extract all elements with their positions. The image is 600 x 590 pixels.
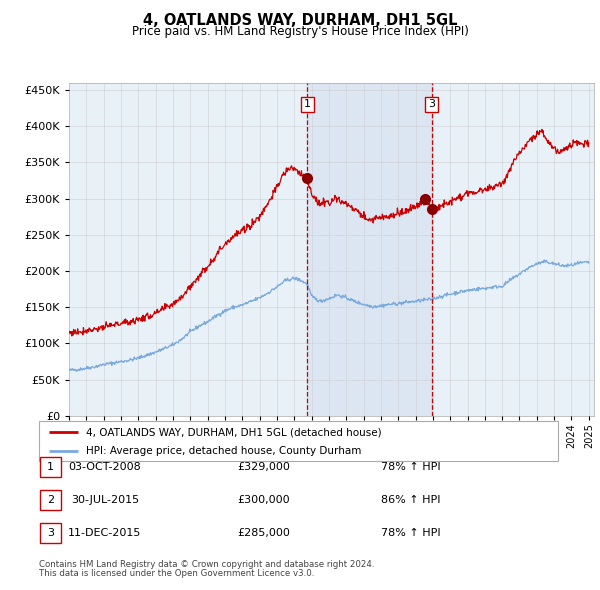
Text: £300,000: £300,000 <box>238 496 290 505</box>
Text: 4, OATLANDS WAY, DURHAM, DH1 5GL (detached house): 4, OATLANDS WAY, DURHAM, DH1 5GL (detach… <box>86 428 382 438</box>
Text: 3: 3 <box>428 99 435 109</box>
Text: Price paid vs. HM Land Registry's House Price Index (HPI): Price paid vs. HM Land Registry's House … <box>131 25 469 38</box>
Text: 4, OATLANDS WAY, DURHAM, DH1 5GL: 4, OATLANDS WAY, DURHAM, DH1 5GL <box>143 13 457 28</box>
Text: 86% ↑ HPI: 86% ↑ HPI <box>381 496 441 505</box>
Text: £285,000: £285,000 <box>238 529 290 538</box>
FancyBboxPatch shape <box>39 421 558 461</box>
Text: 30-JUL-2015: 30-JUL-2015 <box>71 496 139 505</box>
Text: 1: 1 <box>47 463 54 472</box>
Text: 1: 1 <box>304 99 311 109</box>
Text: 78% ↑ HPI: 78% ↑ HPI <box>381 463 441 472</box>
Text: 2: 2 <box>47 496 54 505</box>
Text: £329,000: £329,000 <box>238 463 290 472</box>
Text: 11-DEC-2015: 11-DEC-2015 <box>68 529 142 538</box>
Text: Contains HM Land Registry data © Crown copyright and database right 2024.: Contains HM Land Registry data © Crown c… <box>39 559 374 569</box>
FancyBboxPatch shape <box>40 490 61 510</box>
FancyBboxPatch shape <box>40 523 61 543</box>
Text: 03-OCT-2008: 03-OCT-2008 <box>68 463 142 472</box>
Text: HPI: Average price, detached house, County Durham: HPI: Average price, detached house, Coun… <box>86 447 361 456</box>
Text: 78% ↑ HPI: 78% ↑ HPI <box>381 529 441 538</box>
Text: This data is licensed under the Open Government Licence v3.0.: This data is licensed under the Open Gov… <box>39 569 314 578</box>
Bar <box>307 83 431 416</box>
FancyBboxPatch shape <box>40 457 61 477</box>
Text: 3: 3 <box>47 529 54 538</box>
